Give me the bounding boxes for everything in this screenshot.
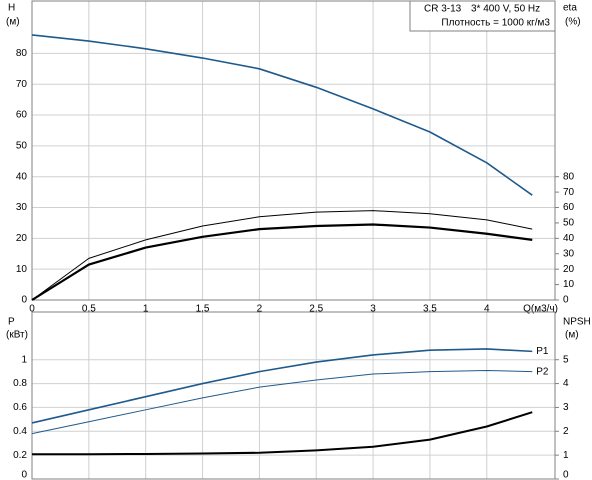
y-tick-label: 0.8 — [13, 378, 27, 389]
y-tick-label: 40 — [16, 171, 28, 182]
x-tick-label: 0.5 — [82, 304, 96, 315]
y-axis-label: P — [8, 317, 15, 328]
y2-tick-label: 80 — [563, 171, 575, 182]
y2-tick-label: 2 — [563, 426, 569, 437]
y2-tick-label: 20 — [563, 264, 575, 275]
curve — [31, 348, 533, 424]
y-tick-label: 0 — [21, 470, 27, 480]
y-tick-label: 10 — [16, 264, 28, 275]
x-axis-label: Q(м3/ч) — [523, 304, 558, 315]
curve — [31, 210, 533, 301]
y-tick-label: 30 — [16, 202, 28, 213]
y2-tick-label: 30 — [563, 248, 575, 259]
curve — [31, 223, 533, 301]
y2-tick-label: 70 — [563, 187, 575, 198]
y2-axis-label: NPSH — [563, 317, 591, 328]
y-axis-unit: (м) — [6, 17, 20, 28]
x-tick-label: 2.5 — [309, 304, 323, 315]
y2-tick-label: 60 — [563, 202, 575, 213]
y2-tick-label: 40 — [563, 233, 575, 244]
x-tick-label: 2 — [257, 304, 263, 315]
y-tick-label: 0 — [21, 295, 27, 306]
series-label: P1 — [536, 346, 549, 357]
x-tick-label: 1.5 — [196, 304, 210, 315]
y-tick-label: 20 — [16, 233, 28, 244]
x-tick-label: 1 — [143, 304, 149, 315]
info-box — [409, 0, 556, 32]
curve — [32, 411, 533, 456]
pump-model: CR 3-13 — [424, 4, 462, 15]
curve — [31, 34, 533, 196]
y2-axis-unit: (м) — [565, 330, 579, 341]
y-tick-label: 50 — [16, 141, 28, 152]
y2-tick-label: 1 — [563, 450, 569, 461]
motor-info: 3* 400 V, 50 Hz — [471, 4, 540, 15]
x-tick-label: 3 — [370, 304, 376, 315]
y2-tick-label: 4 — [563, 378, 569, 389]
y2-tick-label: 0 — [563, 470, 569, 480]
y2-tick-label: 10 — [563, 279, 575, 290]
y2-tick-label: 50 — [563, 218, 575, 229]
plot-frame — [31, 311, 556, 480]
x-tick-label: 3.5 — [423, 304, 437, 315]
curve — [31, 369, 533, 435]
y2-tick-label: 3 — [563, 402, 569, 413]
y-axis-unit: (кВт) — [6, 330, 28, 341]
plot-frame — [31, 0, 556, 301]
y2-axis-unit: (%) — [565, 17, 581, 28]
x-tick-label: 0 — [29, 304, 35, 315]
y-tick-label: 0.4 — [13, 426, 27, 437]
y2-tick-label: 0 — [563, 295, 569, 306]
y-tick-label: 60 — [16, 110, 28, 121]
y2-axis-label: eta — [563, 3, 577, 14]
y-axis-label: H — [8, 3, 15, 14]
y2-tick-label: 5 — [563, 354, 569, 365]
y-tick-label: 0.6 — [13, 402, 27, 413]
y-tick-label: 80 — [16, 48, 28, 59]
x-tick-label: 4 — [484, 304, 490, 315]
series-label: P2 — [536, 366, 549, 377]
y-tick-label: 70 — [16, 79, 28, 90]
y-tick-label: 0.2 — [13, 450, 27, 461]
density: Плотность = 1000 кг/м3 — [441, 18, 550, 29]
y-tick-label: 1 — [21, 354, 27, 365]
